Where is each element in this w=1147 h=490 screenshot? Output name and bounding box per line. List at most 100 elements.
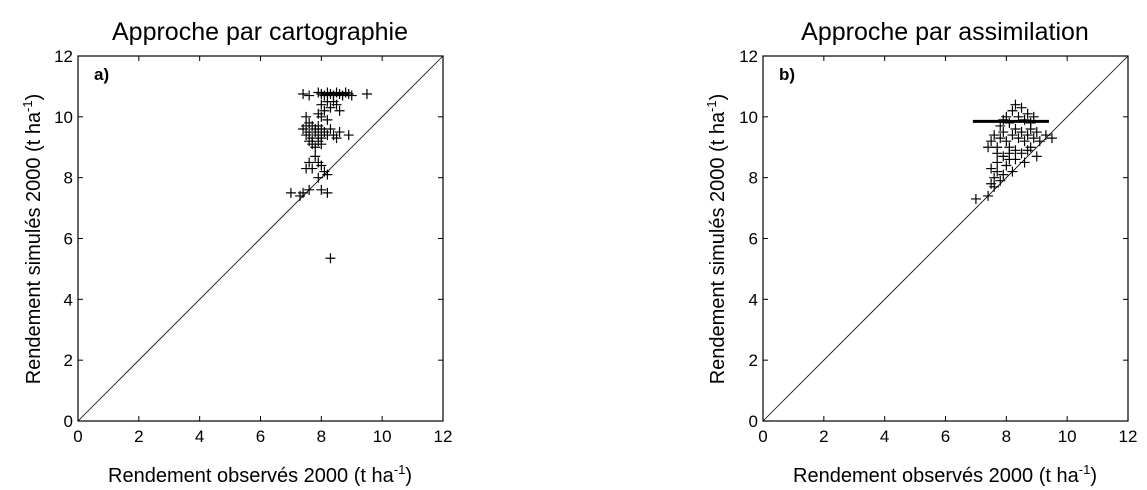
y-tick-label: 4 (749, 290, 758, 309)
data-point (310, 142, 321, 153)
data-point (1016, 102, 1027, 113)
data-point (1034, 136, 1045, 147)
data-point (970, 193, 981, 204)
data-point (1004, 117, 1015, 128)
data-point (995, 120, 1006, 131)
data-point (301, 130, 312, 141)
data-point (1046, 133, 1057, 144)
reference-line (77, 55, 444, 422)
data-point (316, 139, 327, 150)
y-tick-label: 0 (64, 412, 73, 431)
data-point (1007, 130, 1018, 141)
x-axis-label: Rendement observés 2000 (t ha-1) (108, 462, 412, 487)
x-tick-label: 0 (758, 427, 767, 446)
data-point (1031, 151, 1042, 162)
y-tick-label: 6 (749, 230, 758, 249)
chart-panel-a: Approche par cartographie Rendement obse… (20, 18, 452, 487)
data-point (1004, 154, 1015, 165)
data-point (998, 127, 1009, 138)
data-point (316, 184, 327, 195)
data-point (334, 127, 345, 138)
data-point (310, 151, 321, 162)
data-point (1016, 148, 1027, 159)
data-point (316, 160, 327, 171)
data-point (1001, 136, 1012, 147)
y-tick-label: 2 (749, 351, 758, 370)
y-tick-label: 2 (64, 351, 73, 370)
data-point (1022, 130, 1033, 141)
data-point (331, 133, 342, 144)
data-point (361, 89, 372, 100)
data-point (1028, 133, 1039, 144)
data-point (319, 105, 330, 116)
data-point (316, 99, 327, 110)
x-tick-label: 4 (195, 427, 204, 446)
data-point (331, 99, 342, 110)
data-point (983, 142, 994, 153)
data-point (322, 187, 333, 198)
data-point (1040, 130, 1051, 141)
data-point (1001, 111, 1012, 122)
y-tick-label: 12 (739, 47, 758, 66)
data-point (1010, 99, 1021, 110)
data-point (313, 120, 324, 131)
data-point (298, 187, 309, 198)
data-point (998, 151, 1009, 162)
data-point (1016, 127, 1027, 138)
x-tick-label: 12 (1119, 427, 1138, 446)
data-point (301, 111, 312, 122)
y-axis-label: Rendement simulés 2000 (t ha-1) (704, 94, 729, 385)
data-point (346, 90, 357, 101)
x-tick-label: 10 (1058, 427, 1077, 446)
data-point (998, 169, 1009, 180)
y-tick-label: 10 (739, 108, 758, 127)
y-tick-label: 10 (54, 108, 73, 127)
data-point (1010, 145, 1021, 156)
x-tick-label: 8 (317, 427, 326, 446)
x-tick-label: 6 (256, 427, 265, 446)
data-point (304, 136, 315, 147)
data-point (325, 124, 336, 134)
data-point (989, 172, 1000, 183)
data-point (334, 105, 345, 116)
x-tick-label: 2 (134, 427, 143, 446)
x-tick-label: 6 (941, 427, 950, 446)
data-point (304, 90, 315, 101)
data-point (322, 169, 333, 180)
y-tick-label: 6 (64, 230, 73, 249)
data-point (1013, 111, 1024, 122)
x-tick-label: 8 (1002, 427, 1011, 446)
data-point (1019, 136, 1030, 147)
data-point (1025, 142, 1036, 153)
data-point (304, 184, 315, 195)
x-tick-label: 2 (819, 427, 828, 446)
data-point (285, 187, 296, 198)
data-point (986, 136, 997, 147)
data-point (1031, 127, 1042, 138)
data-point (301, 163, 312, 174)
chart-title: Approche par assimilation (801, 18, 1089, 46)
data-point (1019, 114, 1030, 125)
panel-label: b) (779, 65, 795, 84)
x-tick-label: 10 (373, 427, 392, 446)
data-point (304, 157, 315, 168)
data-point (992, 157, 1003, 168)
x-tick-label: 4 (880, 427, 889, 446)
data-point (986, 163, 997, 174)
data-point (992, 166, 1003, 177)
data-point (1010, 124, 1021, 134)
data-point (1007, 105, 1018, 116)
y-tick-label: 8 (749, 169, 758, 188)
data-point (992, 148, 1003, 159)
panel-label: a) (94, 65, 109, 84)
chart-panel-b: Approche par assimilation Rendement obse… (704, 18, 1137, 487)
data-point (313, 172, 324, 183)
data-point (301, 120, 312, 131)
y-axis-label: Rendement simulés 2000 (t ha-1) (20, 94, 45, 385)
y-tick-label: 4 (64, 290, 73, 309)
data-point (989, 130, 1000, 141)
data-point (1025, 117, 1036, 128)
data-point (322, 114, 333, 125)
data-point (995, 175, 1006, 186)
